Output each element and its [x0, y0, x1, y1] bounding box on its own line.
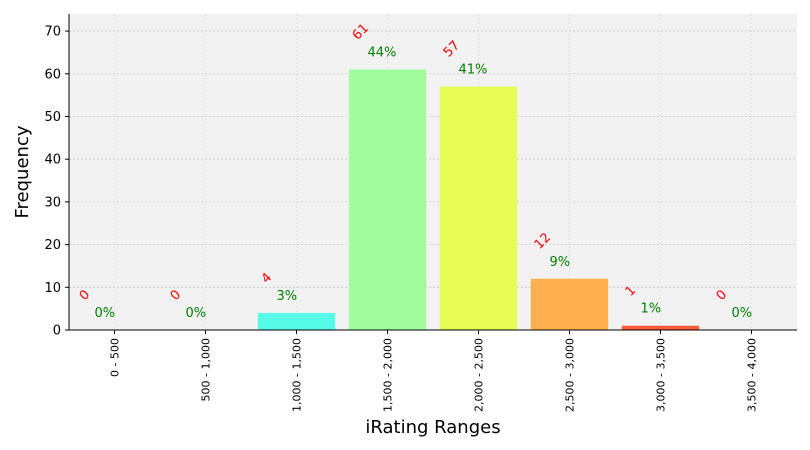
percent-label: 0% — [732, 306, 753, 321]
x-tick-label: 500 - 1,000 — [200, 338, 213, 401]
x-tick-label: 1,000 - 1,500 — [291, 338, 304, 412]
y-tick-label: 10 — [44, 281, 61, 296]
x-tick-label: 1,500 - 2,000 — [382, 338, 395, 412]
y-tick-label: 0 — [53, 324, 61, 339]
percent-label: 44% — [368, 46, 397, 61]
y-tick-label: 40 — [44, 153, 61, 168]
gridlines — [69, 14, 797, 331]
bar — [439, 86, 518, 330]
bar — [621, 325, 700, 330]
percent-label: 0% — [186, 306, 207, 321]
percent-label: 3% — [277, 289, 298, 304]
axes: 0 10 20 30 40 50 60 70 0 - 500 500 - 1,000 1,000 -… — [44, 14, 797, 412]
plot-area — [69, 14, 797, 330]
x-tick-label: 0 - 500 — [109, 338, 122, 377]
bar — [530, 278, 609, 330]
x-tick-label: 3,500 - 4,000 — [746, 338, 759, 412]
x-axis-title: iRating Ranges — [365, 417, 500, 438]
bar — [348, 69, 427, 330]
x-tick-label: 2,500 - 3,000 — [564, 338, 577, 412]
x-tick-label: 3,000 - 3,500 — [655, 338, 668, 412]
percent-label: 0% — [95, 306, 116, 321]
y-tick-label: 70 — [44, 25, 61, 40]
percent-label: 41% — [459, 63, 488, 78]
x-tick-label: 2,000 - 2,500 — [473, 338, 486, 412]
percent-label: 1% — [641, 302, 662, 317]
y-tick-label: 30 — [44, 195, 61, 210]
y-tick-label: 20 — [44, 238, 61, 253]
bars — [257, 69, 700, 330]
bar — [257, 312, 336, 330]
y-tick-label: 60 — [44, 67, 61, 82]
percent-label: 9% — [550, 255, 571, 270]
y-axis-title: Frequency — [12, 125, 33, 218]
y-tick-label: 50 — [44, 110, 61, 125]
